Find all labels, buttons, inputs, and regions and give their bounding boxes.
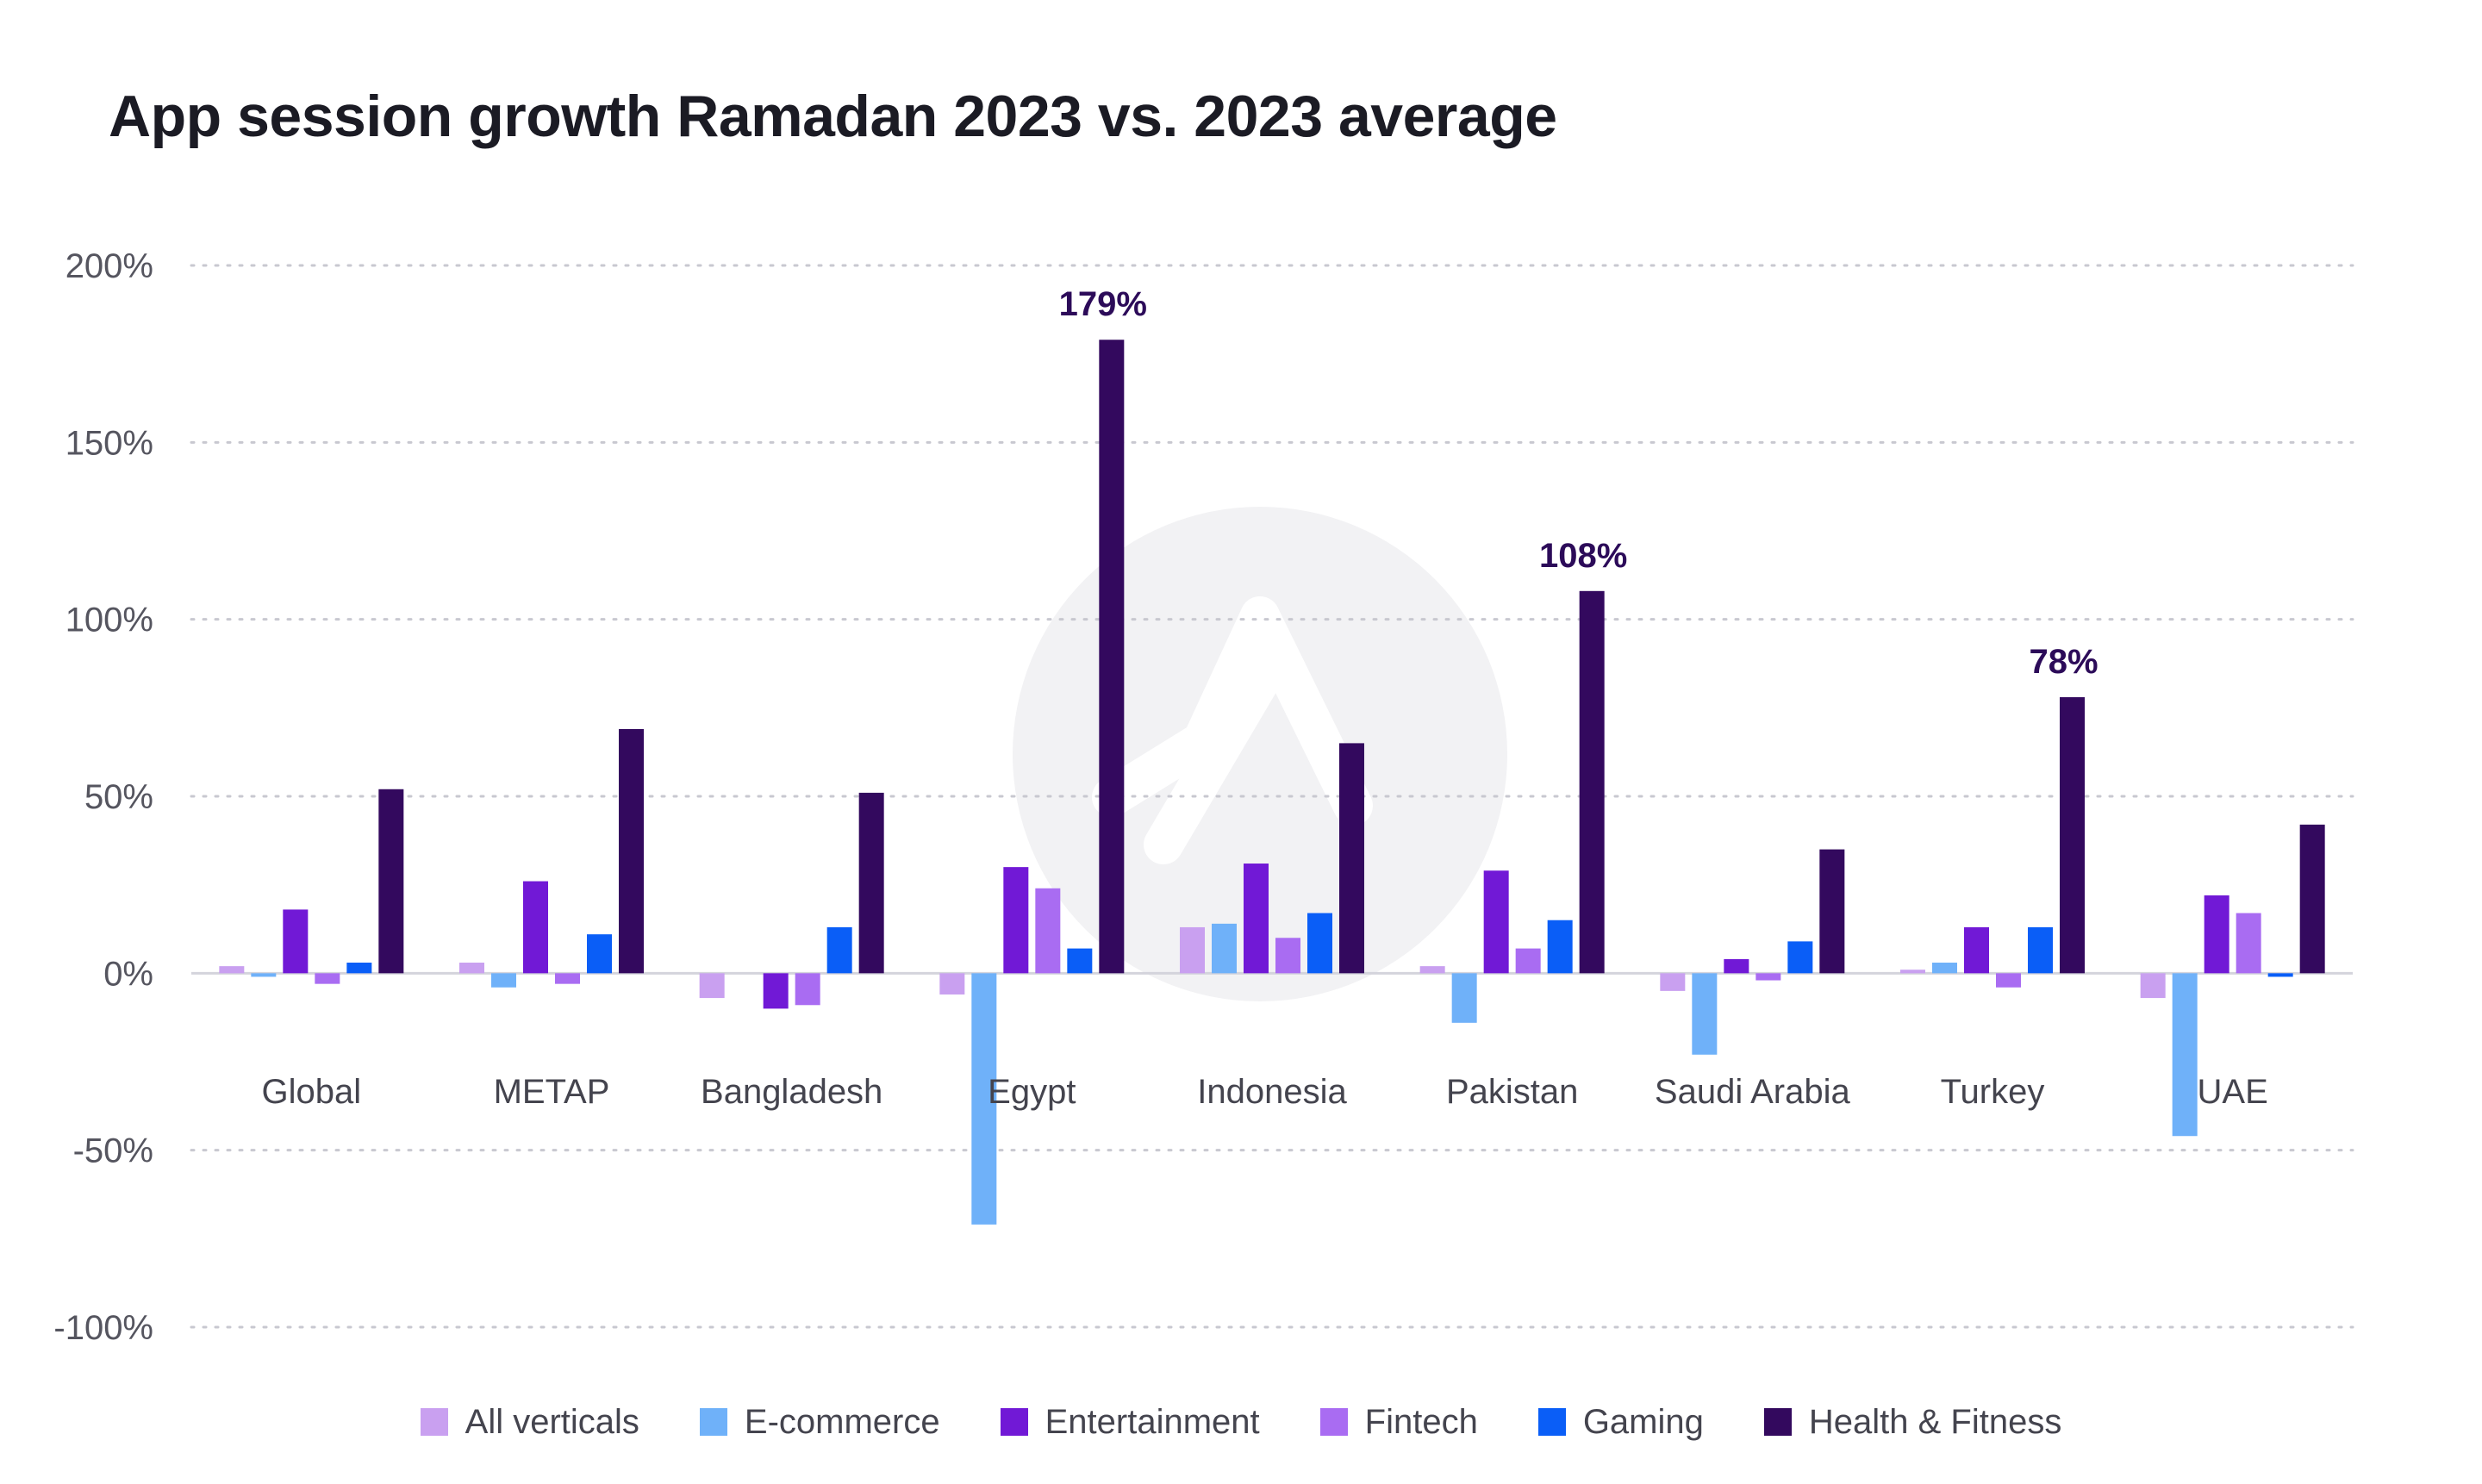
bar-pakistan-entertainment [1483,870,1509,974]
bar-indonesia-entertainment [1244,864,1269,974]
legend-item: E-commerce [699,1402,940,1442]
bar-indonesia-gaming [1307,913,1332,974]
bar-indonesia-all-verticals [1180,926,1205,974]
x-category-label: Saudi Arabia [1655,1073,1851,1111]
x-category-label: UAE [2198,1073,2268,1111]
bar-metap-entertainment [523,881,548,974]
bar-global-e-commerce [251,973,277,977]
legend-swatch [420,1408,448,1436]
bar-uae-entertainment [2204,895,2229,974]
legend-label: Health & Fitness [1808,1402,2062,1441]
bar-pakistan-all-verticals [1419,966,1445,974]
bar-uae-health-fitness [2299,824,2325,974]
legend-swatch [1763,1408,1792,1436]
legend-label: All verticals [465,1402,639,1441]
legend-swatch [1537,1408,1566,1436]
bar-bangladesh-gaming [826,926,852,974]
bar-saudi-arabia-all-verticals [1660,973,1686,991]
bar-turkey-e-commerce [1932,963,1957,974]
legend-swatch [1319,1408,1348,1436]
bar-metap-all-verticals [459,963,484,974]
legend-item: Gaming [1537,1402,1704,1442]
bar-indonesia-health-fitness [1339,743,1364,974]
bar-egypt-health-fitness [1099,340,1125,974]
x-category-label: Global [262,1073,362,1111]
adjust-logo-icon [1013,507,1507,1001]
bar-turkey-fintech [1996,973,2021,988]
bar-uae-e-commerce [2172,973,2198,1137]
bar-turkey-gaming [2028,926,2053,974]
legend-label: Entertainment [1045,1402,1260,1441]
bar-uae-gaming [2267,973,2293,977]
x-category-label: METAP [494,1073,610,1111]
bar-saudi-arabia-health-fitness [1819,849,1845,974]
bar-egypt-fintech [1035,888,1061,974]
bar-global-gaming [346,963,372,974]
bar-turkey-health-fitness [2060,697,2085,974]
value-annotation: 78% [2029,643,2098,681]
legend-item: Entertainment [1000,1402,1260,1442]
y-tick-label: 100% [65,602,153,639]
bar-indonesia-e-commerce [1212,923,1237,974]
bar-metap-health-fitness [619,728,644,974]
x-category-label: Pakistan [1446,1073,1578,1111]
bar-turkey-all-verticals [1900,970,1925,974]
bar-bangladesh-health-fitness [858,792,884,974]
legend-label: Gaming [1582,1402,1704,1441]
bar-global-fintech [315,973,340,984]
legend-label: Fintech [1364,1402,1478,1441]
bar-saudi-arabia-fintech [1755,973,1781,981]
bar-saudi-arabia-gaming [1787,941,1813,974]
bar-metap-e-commerce [491,973,516,988]
y-tick-label: 0% [103,955,153,993]
bar-pakistan-gaming [1547,920,1573,974]
y-tick-label: 200% [65,247,153,285]
bar-global-health-fitness [378,789,404,974]
x-category-label: Egypt [988,1073,1076,1111]
bar-pakistan-fintech [1515,948,1541,974]
bar-egypt-entertainment [1003,867,1029,974]
y-tick-label: 50% [84,778,153,816]
y-tick-label: -100% [53,1309,153,1347]
legend: All verticals E-commerce Entertainment Fint… [0,1396,2482,1448]
bar-uae-all-verticals [2140,973,2166,999]
x-category-label: Bangladesh [701,1073,882,1111]
bar-turkey-entertainment [1964,926,1989,974]
legend-item: All verticals [420,1402,639,1442]
bar-egypt-gaming [1067,948,1093,974]
bar-global-all-verticals [219,966,245,974]
value-annotation: 179% [1059,285,1147,323]
bar-bangladesh-fintech [795,973,820,1006]
bar-global-entertainment [283,909,309,974]
legend-swatch [699,1408,727,1436]
bar-saudi-arabia-e-commerce [1692,973,1718,1055]
x-category-label: Indonesia [1197,1073,1347,1111]
legend-item: Fintech [1319,1402,1478,1442]
legend-item: Health & Fitness [1763,1402,2062,1442]
bar-saudi-arabia-entertainment [1724,958,1749,974]
legend-label: E-commerce [744,1402,940,1441]
value-annotation: 108% [1539,537,1627,575]
x-category-label: Turkey [1941,1073,2045,1111]
y-tick-label: -50% [73,1132,153,1170]
bar-metap-gaming [587,934,612,974]
bar-egypt-e-commerce [971,973,997,1225]
bar-bangladesh-all-verticals [699,973,725,999]
bar-egypt-all-verticals [939,973,965,995]
bar-pakistan-health-fitness [1579,590,1605,974]
bar-pakistan-e-commerce [1451,973,1477,1023]
bar-bangladesh-entertainment [763,973,789,1009]
legend-swatch [1000,1408,1028,1436]
bar-uae-fintech [2236,913,2261,974]
bar-metap-fintech [555,973,580,984]
bar-indonesia-fintech [1275,938,1300,974]
y-tick-label: 150% [65,424,153,462]
chart-title: App session growth Ramadan 2023 vs. 2023… [109,84,1557,149]
